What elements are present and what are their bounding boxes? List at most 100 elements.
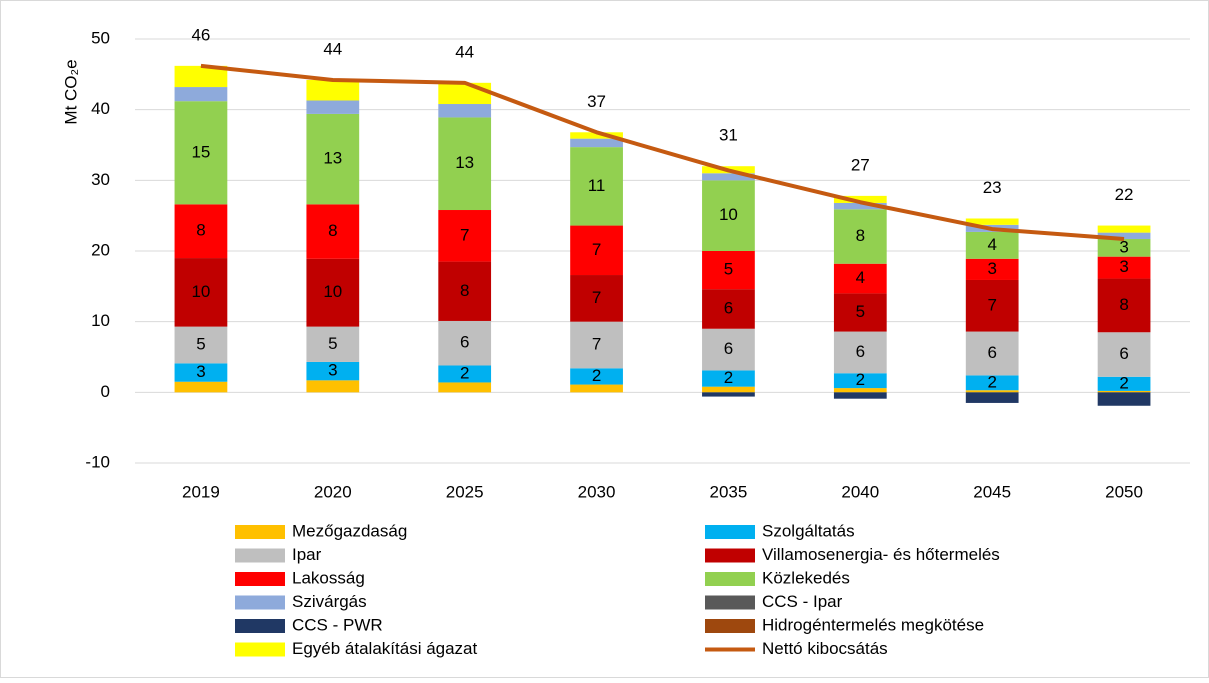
x-tick-label: 2050 — [1105, 482, 1143, 501]
bar-segment — [833, 263, 887, 294]
bar-segment — [174, 381, 228, 393]
bar-segment — [965, 331, 1019, 376]
bar-segment — [965, 218, 1019, 225]
bar-segment — [570, 384, 623, 393]
data-label: 2 — [1119, 373, 1128, 392]
data-label: 7 — [592, 240, 601, 259]
data-label: 7 — [987, 295, 996, 314]
data-label: 7 — [592, 334, 601, 353]
legend-swatch — [705, 619, 755, 633]
legend-label: Hidrogéntermelés megkötése — [762, 615, 984, 634]
legend-label: CCS - Ipar — [762, 592, 843, 611]
legend-label: Szivárgás — [292, 592, 367, 611]
bar-segment — [1097, 390, 1151, 393]
data-label: 6 — [1119, 344, 1128, 363]
bar-segment — [965, 279, 1019, 332]
bar-segment — [438, 365, 492, 383]
bar-segment — [833, 388, 887, 393]
legend-swatch — [705, 525, 755, 539]
bar-segment — [306, 204, 360, 259]
legend-label: CCS - PWR — [292, 615, 383, 634]
bar-segment — [702, 251, 755, 290]
data-label: 4 — [856, 268, 865, 287]
bar-segment — [306, 326, 360, 362]
bar-segment — [1097, 392, 1151, 406]
data-label: 15 — [191, 142, 210, 161]
data-label: 8 — [196, 221, 205, 240]
bar-segment — [306, 258, 360, 327]
data-label: 3 — [1119, 237, 1128, 256]
bar-segment — [833, 293, 887, 332]
bar-segment — [702, 173, 755, 181]
legend-swatch — [235, 548, 285, 563]
net-label: 22 — [1115, 185, 1134, 204]
bar-segment — [438, 210, 492, 262]
data-label: 2 — [592, 366, 601, 385]
data-label: 13 — [323, 149, 342, 168]
bar-segment — [438, 104, 492, 118]
bar-segment — [174, 101, 228, 205]
bar-segment — [965, 231, 1019, 259]
data-label: 6 — [460, 333, 469, 352]
x-tick-label: 2035 — [710, 482, 748, 501]
data-label: 3 — [196, 362, 205, 381]
bar-segment — [438, 82, 492, 105]
x-tick-label: 2025 — [446, 482, 484, 501]
legend-swatch — [705, 572, 755, 586]
y-tick-label: -10 — [85, 452, 110, 471]
bar-segment — [174, 326, 228, 364]
net-label: 37 — [587, 92, 606, 111]
legend-swatch — [235, 619, 285, 633]
net-label: 44 — [323, 39, 342, 58]
legend-label: Közlekedés — [762, 568, 850, 587]
bar-segment — [702, 370, 755, 387]
net-label: 27 — [851, 155, 870, 174]
data-label: 3 — [1119, 257, 1128, 276]
data-label: 6 — [856, 342, 865, 361]
data-label: 10 — [191, 282, 210, 301]
data-label: 2 — [460, 363, 469, 382]
bar-segment — [570, 275, 623, 322]
data-label: 8 — [328, 221, 337, 240]
data-label: 8 — [460, 281, 469, 300]
bar-segment — [833, 209, 887, 264]
bar-segment — [174, 363, 228, 382]
data-label: 8 — [1119, 295, 1128, 314]
bar-segment — [570, 321, 623, 369]
legend-label: Ipar — [292, 545, 322, 564]
bar-segment — [570, 132, 623, 139]
data-label: 6 — [987, 343, 996, 362]
bar-segment — [702, 392, 755, 397]
bar-segment — [306, 380, 360, 393]
net-label: 46 — [191, 25, 210, 44]
bar-segment — [965, 392, 1019, 403]
bar-segment — [702, 328, 755, 371]
data-label: 5 — [328, 334, 337, 353]
y-axis-label: Mt CO₂e — [61, 59, 80, 124]
data-label: 8 — [856, 226, 865, 245]
bar-segment — [438, 261, 492, 321]
bar-segment — [1097, 256, 1151, 279]
legend-label: Mezőgazdaság — [292, 521, 407, 540]
legend-swatch — [235, 595, 285, 610]
legend-swatch — [235, 525, 285, 539]
bar-segment — [570, 368, 623, 385]
bar-segment — [306, 100, 360, 114]
bar-segment — [833, 373, 887, 389]
data-label: 10 — [323, 282, 342, 301]
bar-segment — [702, 289, 755, 329]
data-label: 3 — [987, 259, 996, 278]
bar-segment — [702, 386, 755, 393]
net-label: 31 — [719, 126, 738, 145]
bar-segment — [965, 258, 1019, 280]
x-tick-label: 2019 — [182, 482, 220, 501]
bar-segment — [1097, 232, 1151, 239]
data-label: 6 — [724, 339, 733, 358]
bar-segment — [438, 117, 492, 211]
legend-swatch — [705, 595, 755, 610]
data-label: 10 — [719, 205, 738, 224]
bar-segment — [833, 331, 887, 374]
legend-label: Szolgáltatás — [762, 521, 855, 540]
data-label: 11 — [588, 176, 606, 195]
data-label: 13 — [455, 153, 474, 172]
